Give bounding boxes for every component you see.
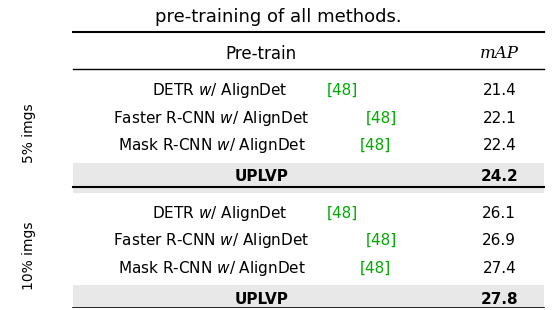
Text: mAP: mAP — [480, 45, 519, 62]
Text: [48]: [48] — [360, 138, 391, 153]
Text: 5% imgs: 5% imgs — [22, 104, 36, 163]
Text: DETR $w/$ AlignDet: DETR $w/$ AlignDet — [152, 204, 287, 223]
Text: 27.8: 27.8 — [480, 292, 518, 307]
Text: Mask R-CNN $w/$ AlignDet: Mask R-CNN $w/$ AlignDet — [118, 136, 306, 155]
Text: Faster R-CNN $w/$ AlignDet: Faster R-CNN $w/$ AlignDet — [113, 108, 310, 127]
Text: 24.2: 24.2 — [480, 169, 518, 184]
Text: DETR $w/$ AlignDet: DETR $w/$ AlignDet — [152, 81, 287, 100]
Text: Faster R-CNN $w/$ AlignDet: Faster R-CNN $w/$ AlignDet — [113, 231, 310, 250]
Text: UPLVP: UPLVP — [235, 292, 289, 307]
Text: 22.1: 22.1 — [483, 110, 516, 126]
Text: 26.1: 26.1 — [483, 206, 516, 221]
Text: 26.9: 26.9 — [482, 233, 517, 248]
Text: UPLVP: UPLVP — [235, 169, 289, 184]
FancyBboxPatch shape — [73, 162, 544, 193]
Text: 21.4: 21.4 — [483, 83, 516, 98]
Text: [48]: [48] — [326, 83, 358, 98]
Text: [48]: [48] — [326, 206, 358, 221]
Text: Pre-train: Pre-train — [226, 45, 297, 63]
Text: [48]: [48] — [360, 261, 391, 276]
Text: 10% imgs: 10% imgs — [22, 222, 36, 290]
Text: pre-training of all methods.: pre-training of all methods. — [155, 8, 401, 26]
Text: 27.4: 27.4 — [483, 261, 516, 276]
Text: Mask R-CNN $w/$ AlignDet: Mask R-CNN $w/$ AlignDet — [118, 259, 306, 278]
FancyBboxPatch shape — [73, 285, 544, 310]
Text: 22.4: 22.4 — [483, 138, 516, 153]
Text: [48]: [48] — [365, 110, 396, 126]
Text: [48]: [48] — [365, 233, 396, 248]
